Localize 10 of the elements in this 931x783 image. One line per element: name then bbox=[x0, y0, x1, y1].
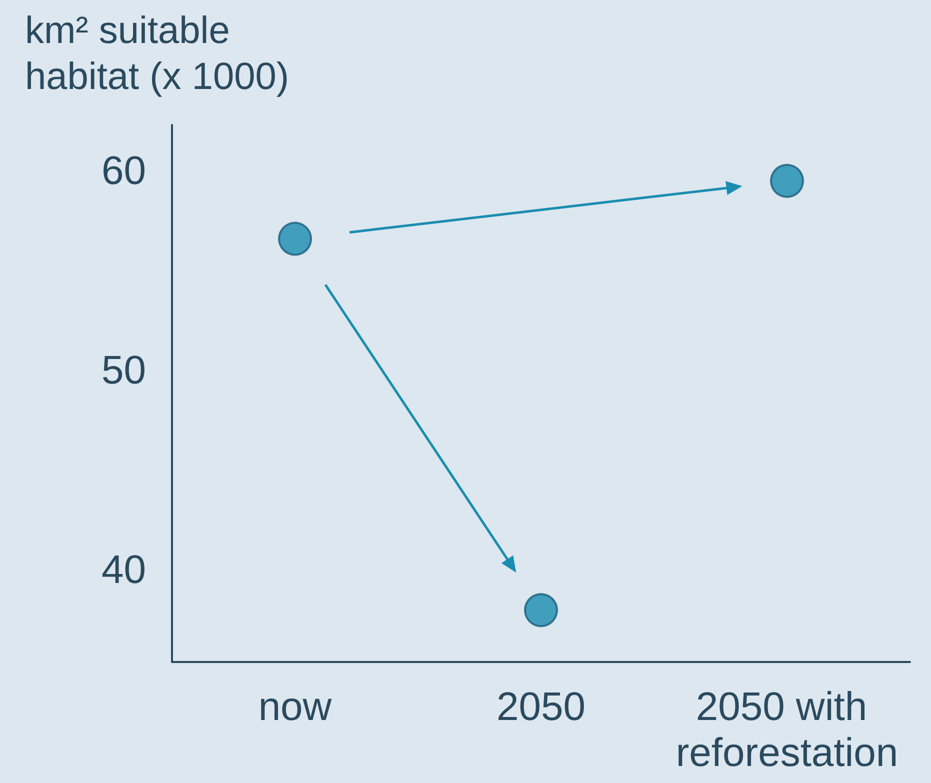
point bbox=[524, 593, 558, 628]
point bbox=[770, 164, 804, 198]
x-tick-label: now bbox=[258, 685, 332, 729]
y-tick-label: 40 bbox=[102, 548, 146, 592]
x-tick-label: 2050 bbox=[496, 685, 586, 729]
y-tick-label: 50 bbox=[102, 348, 146, 393]
y-tick-label: 60 bbox=[102, 148, 146, 193]
point bbox=[278, 222, 312, 256]
y-axis-title: km² suitable habitat (x 1000) bbox=[25, 10, 290, 98]
x-tick-label: 2050 with reforestation bbox=[676, 685, 898, 775]
